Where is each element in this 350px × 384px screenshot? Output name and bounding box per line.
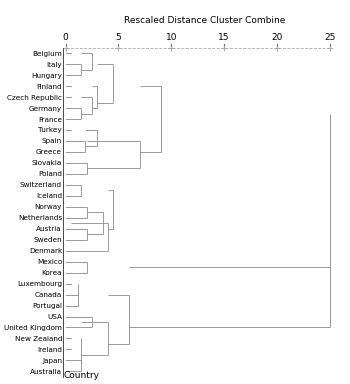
Title: Rescaled Distance Cluster Combine: Rescaled Distance Cluster Combine: [124, 16, 285, 25]
Text: Country: Country: [63, 371, 99, 380]
